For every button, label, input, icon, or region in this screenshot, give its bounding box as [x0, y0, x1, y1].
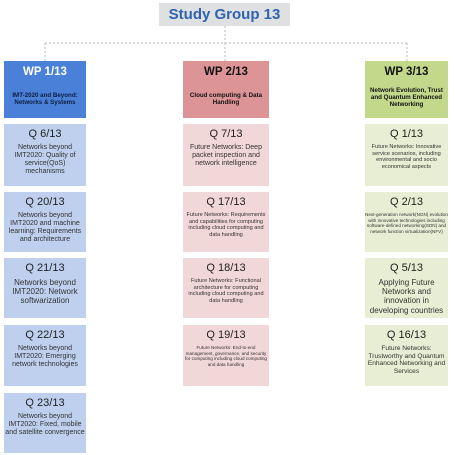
question-description: Future Networks: Functional architecture… [188, 278, 264, 304]
question-description: Networks beyond IMT2020: Emerging networ… [12, 345, 78, 368]
question-description: Future Networks: Trustworthy and Quantum… [367, 345, 446, 375]
question-number: Q 5/13 [389, 262, 424, 274]
question-q7: Q 7/13 Future Networks: Deep packet insp… [183, 124, 269, 186]
question-number: Q 17/13 [206, 196, 246, 208]
question-number: Q 22/13 [25, 329, 65, 341]
question-q16: Q 16/13 Future Networks: Trustworthy and… [365, 325, 448, 386]
question-description: Networks beyond IMT2020: Quality of serv… [14, 144, 76, 175]
question-q22: Q 22/13 Networks beyond IMT2020: Emergin… [4, 325, 86, 386]
wp-name: IMT-2020 and Beyond: Networks & Systems [12, 92, 78, 106]
question-description: Next-generation network(NGN) evolution w… [365, 212, 448, 234]
wp-3-header: WP 3/13 Network Evolution, Trust and Qua… [365, 61, 448, 118]
question-number: Q 1/13 [389, 128, 424, 140]
wp-name: Network Evolution, Trust and Quantum Enh… [370, 87, 443, 108]
question-number: Q 2/13 [389, 196, 424, 208]
question-number: Q 19/13 [206, 329, 246, 341]
question-q2: Q 2/13 Next-generation network(NGN) evol… [365, 192, 448, 252]
question-q21: Q 21/13 Networks beyond IMT2020: Network… [4, 258, 86, 318]
wp-1-header: WP 1/13 IMT-2020 and Beyond: Networks & … [4, 61, 86, 118]
question-number: Q 16/13 [386, 329, 427, 341]
question-description: Future Networks: Innovative service scen… [371, 144, 442, 170]
wp-2-header: WP 2/13 Cloud computing & Data Handling [183, 61, 269, 118]
question-number: Q 21/13 [25, 262, 65, 274]
question-q5: Q 5/13 Applying Future Networks and inno… [365, 258, 448, 318]
question-q20: Q 20/13 Networks beyond IMT2020 and mach… [4, 192, 86, 252]
question-description: Networks beyond IMT2020: Fixed, mobile a… [5, 413, 85, 436]
question-description: Future Networks: End-to-end management, … [185, 345, 267, 367]
question-q6: Q 6/13 Networks beyond IMT2020: Quality … [4, 124, 86, 186]
question-number: Q 6/13 [28, 128, 62, 140]
study-group-title: Study Group 13 [159, 3, 290, 26]
question-number: Q 7/13 [209, 128, 243, 140]
question-q19: Q 19/13 Future Networks: End-to-end mana… [183, 325, 269, 386]
question-description: Applying Future Networks and innovation … [369, 278, 444, 315]
question-q23: Q 23/13 Networks beyond IMT2020: Fixed, … [4, 393, 86, 453]
question-q18: Q 18/13 Future Networks: Functional arch… [183, 258, 269, 318]
question-description: Future Networks: Deep packet inspection … [190, 144, 262, 167]
question-description: Networks beyond IMT2020 and machine lear… [8, 212, 82, 243]
wp-name: Cloud computing & Data Handling [189, 92, 263, 106]
question-number: Q 18/13 [206, 262, 246, 274]
question-number: Q 23/13 [25, 397, 65, 409]
wp-number: WP 2/13 [204, 66, 248, 78]
question-description: Networks beyond IMT2020: Network softwar… [12, 278, 78, 306]
wp-number: WP 1/13 [23, 66, 67, 78]
question-number: Q 20/13 [25, 196, 65, 208]
question-description: Future Networks: Requirements and capabi… [186, 212, 266, 238]
question-q17: Q 17/13 Future Networks: Requirements an… [183, 192, 269, 252]
question-q1: Q 1/13 Future Networks: Innovative servi… [365, 124, 448, 186]
wp-number: WP 3/13 [384, 66, 429, 78]
